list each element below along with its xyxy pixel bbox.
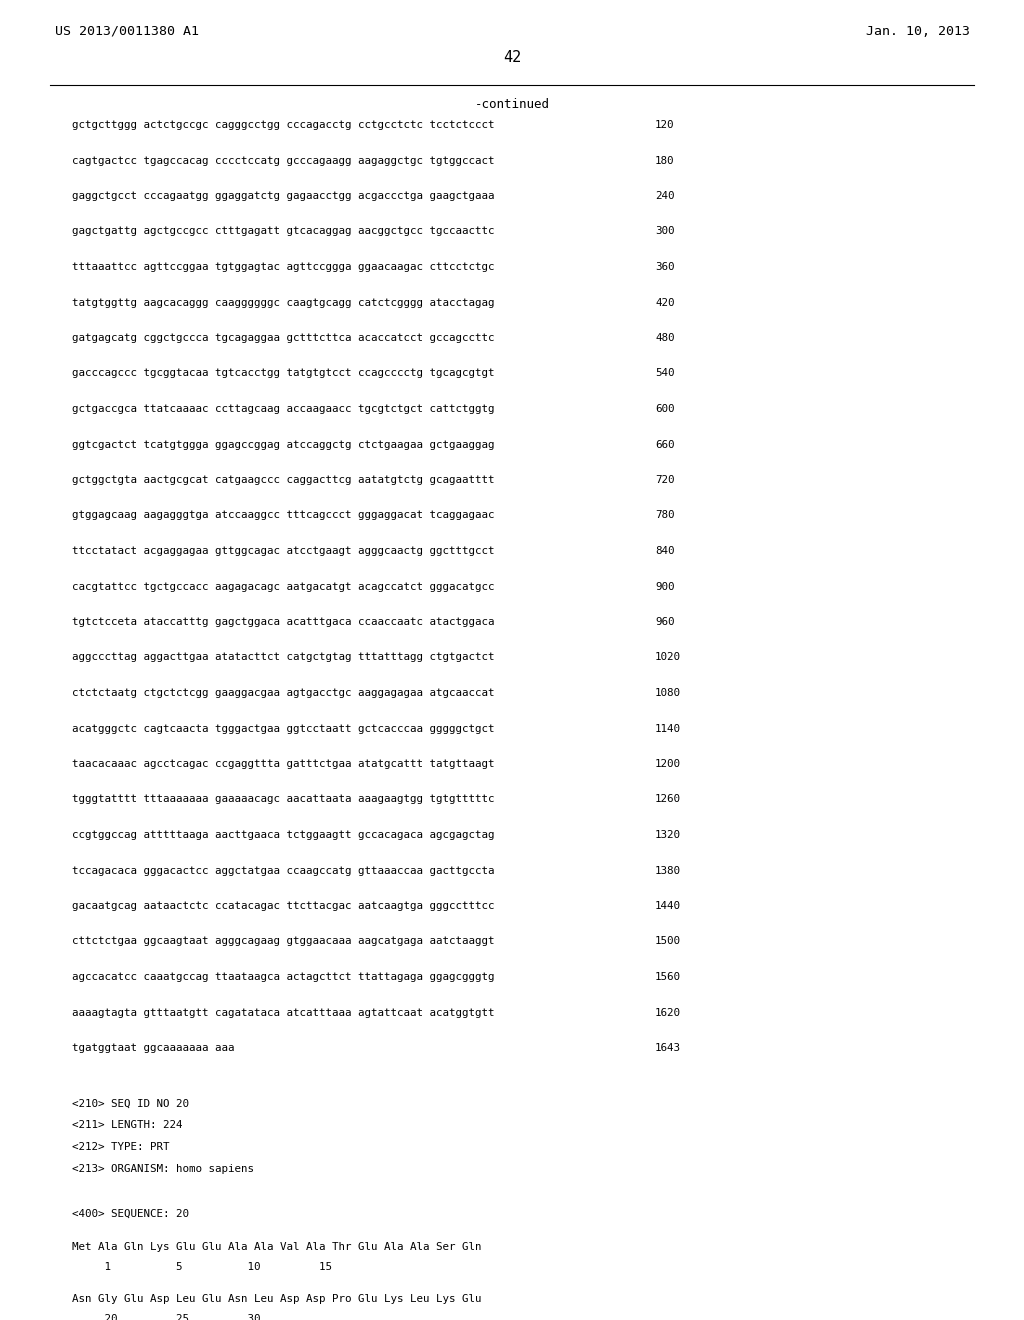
Text: 300: 300 (655, 227, 675, 236)
Text: 120: 120 (655, 120, 675, 129)
Text: gaggctgcct cccagaatgg ggaggatctg gagaacctgg acgaccctga gaagctgaaa: gaggctgcct cccagaatgg ggaggatctg gagaacc… (72, 191, 495, 201)
Text: 720: 720 (655, 475, 675, 484)
Text: gctgaccgca ttatcaaaac ccttagcaag accaagaacc tgcgtctgct cattctggtg: gctgaccgca ttatcaaaac ccttagcaag accaaga… (72, 404, 495, 414)
Text: gctgcttggg actctgccgc cagggcctgg cccagacctg cctgcctctc tcctctccct: gctgcttggg actctgccgc cagggcctgg cccagac… (72, 120, 495, 129)
Text: cacgtattcc tgctgccacc aagagacagc aatgacatgt acagccatct gggacatgcc: cacgtattcc tgctgccacc aagagacagc aatgaca… (72, 582, 495, 591)
Text: 660: 660 (655, 440, 675, 450)
Text: cagtgactcc tgagccacag cccctccatg gcccagaagg aagaggctgc tgtggccact: cagtgactcc tgagccacag cccctccatg gcccaga… (72, 156, 495, 165)
Text: tgtctcceta ataccatttg gagctggaca acatttgaca ccaaccaatc atactggaca: tgtctcceta ataccatttg gagctggaca acatttg… (72, 616, 495, 627)
Text: agccacatcc caaatgccag ttaataagca actagcttct ttattagaga ggagcgggtg: agccacatcc caaatgccag ttaataagca actagct… (72, 972, 495, 982)
Text: 360: 360 (655, 261, 675, 272)
Text: 1140: 1140 (655, 723, 681, 734)
Text: Jan. 10, 2013: Jan. 10, 2013 (866, 25, 970, 38)
Text: gacaatgcag aataactctc ccatacagac ttcttacgac aatcaagtga gggcctttcc: gacaatgcag aataactctc ccatacagac ttcttac… (72, 902, 495, 911)
Text: gagctgattg agctgccgcc ctttgagatt gtcacaggag aacggctgcc tgccaacttc: gagctgattg agctgccgcc ctttgagatt gtcacag… (72, 227, 495, 236)
Text: 480: 480 (655, 333, 675, 343)
Text: 780: 780 (655, 511, 675, 520)
Text: taacacaaac agcctcagac ccgaggttta gatttctgaa atatgcattt tatgttaagt: taacacaaac agcctcagac ccgaggttta gatttct… (72, 759, 495, 770)
Text: gatgagcatg cggctgccca tgcagaggaa gctttcttca acaccatcct gccagccttc: gatgagcatg cggctgccca tgcagaggaa gctttct… (72, 333, 495, 343)
Text: <210> SEQ ID NO 20: <210> SEQ ID NO 20 (72, 1098, 189, 1109)
Text: 1500: 1500 (655, 936, 681, 946)
Text: 180: 180 (655, 156, 675, 165)
Text: ggtcgactct tcatgtggga ggagccggag atccaggctg ctctgaagaa gctgaaggag: ggtcgactct tcatgtggga ggagccggag atccagg… (72, 440, 495, 450)
Text: Asn Gly Glu Asp Leu Glu Asn Leu Asp Asp Pro Glu Lys Leu Lys Glu: Asn Gly Glu Asp Leu Glu Asn Leu Asp Asp … (72, 1295, 481, 1304)
Text: tccagacaca gggacactcc aggctatgaa ccaagccatg gttaaaccaa gacttgccta: tccagacaca gggacactcc aggctatgaa ccaagcc… (72, 866, 495, 875)
Text: ttcctatact acgaggagaa gttggcagac atcctgaagt agggcaactg ggctttgcct: ttcctatact acgaggagaa gttggcagac atcctga… (72, 546, 495, 556)
Text: 1380: 1380 (655, 866, 681, 875)
Text: <212> TYPE: PRT: <212> TYPE: PRT (72, 1143, 170, 1152)
Text: 1643: 1643 (655, 1043, 681, 1053)
Text: 1020: 1020 (655, 652, 681, 663)
Text: 840: 840 (655, 546, 675, 556)
Text: 1560: 1560 (655, 972, 681, 982)
Text: Met Ala Gln Lys Glu Glu Ala Ala Val Ala Thr Glu Ala Ala Ser Gln: Met Ala Gln Lys Glu Glu Ala Ala Val Ala … (72, 1242, 481, 1253)
Text: aaaagtagta gtttaatgtt cagatataca atcatttaaa agtattcaat acatggtgtt: aaaagtagta gtttaatgtt cagatataca atcattt… (72, 1007, 495, 1018)
Text: <213> ORGANISM: homo sapiens: <213> ORGANISM: homo sapiens (72, 1164, 254, 1175)
Text: gctggctgta aactgcgcat catgaagccc caggacttcg aatatgtctg gcagaatttt: gctggctgta aactgcgcat catgaagccc caggact… (72, 475, 495, 484)
Text: tgggtatttt tttaaaaaaa gaaaaacagc aacattaata aaagaagtgg tgtgtttttc: tgggtatttt tttaaaaaaa gaaaaacagc aacatta… (72, 795, 495, 804)
Text: 420: 420 (655, 297, 675, 308)
Text: acatgggctc cagtcaacta tgggactgaa ggtcctaatt gctcacccaa gggggctgct: acatgggctc cagtcaacta tgggactgaa ggtccta… (72, 723, 495, 734)
Text: gacccagccc tgcggtacaa tgtcacctgg tatgtgtcct ccagcccctg tgcagcgtgt: gacccagccc tgcggtacaa tgtcacctgg tatgtgt… (72, 368, 495, 379)
Text: 240: 240 (655, 191, 675, 201)
Text: 900: 900 (655, 582, 675, 591)
Text: 1          5          10         15: 1 5 10 15 (72, 1262, 332, 1272)
Text: 1620: 1620 (655, 1007, 681, 1018)
Text: aggcccttag aggacttgaa atatacttct catgctgtag tttatttagg ctgtgactct: aggcccttag aggacttgaa atatacttct catgctg… (72, 652, 495, 663)
Text: 1320: 1320 (655, 830, 681, 840)
Text: <400> SEQUENCE: 20: <400> SEQUENCE: 20 (72, 1209, 189, 1218)
Text: tttaaattcc agttccggaa tgtggagtac agttccggga ggaacaagac cttcctctgc: tttaaattcc agttccggaa tgtggagtac agttccg… (72, 261, 495, 272)
Text: 540: 540 (655, 368, 675, 379)
Text: 1080: 1080 (655, 688, 681, 698)
Text: cttctctgaa ggcaagtaat agggcagaag gtggaacaaa aagcatgaga aatctaaggt: cttctctgaa ggcaagtaat agggcagaag gtggaac… (72, 936, 495, 946)
Text: 600: 600 (655, 404, 675, 414)
Text: ctctctaatg ctgctctcgg gaaggacgaa agtgacctgc aaggagagaa atgcaaccat: ctctctaatg ctgctctcgg gaaggacgaa agtgacc… (72, 688, 495, 698)
Text: -continued: -continued (474, 98, 550, 111)
Text: 42: 42 (503, 50, 521, 65)
Text: 960: 960 (655, 616, 675, 627)
Text: gtggagcaag aagagggtga atccaaggcc tttcagccct gggaggacat tcaggagaac: gtggagcaag aagagggtga atccaaggcc tttcagc… (72, 511, 495, 520)
Text: tatgtggttg aagcacaggg caaggggggc caagtgcagg catctcgggg atacctagag: tatgtggttg aagcacaggg caaggggggc caagtgc… (72, 297, 495, 308)
Text: 1260: 1260 (655, 795, 681, 804)
Text: US 2013/0011380 A1: US 2013/0011380 A1 (55, 25, 199, 38)
Text: 20         25         30: 20 25 30 (72, 1313, 260, 1320)
Text: 1200: 1200 (655, 759, 681, 770)
Text: 1440: 1440 (655, 902, 681, 911)
Text: ccgtggccag atttttaaga aacttgaaca tctggaagtt gccacagaca agcgagctag: ccgtggccag atttttaaga aacttgaaca tctggaa… (72, 830, 495, 840)
Text: tgatggtaat ggcaaaaaaa aaa: tgatggtaat ggcaaaaaaa aaa (72, 1043, 234, 1053)
Text: <211> LENGTH: 224: <211> LENGTH: 224 (72, 1121, 182, 1130)
